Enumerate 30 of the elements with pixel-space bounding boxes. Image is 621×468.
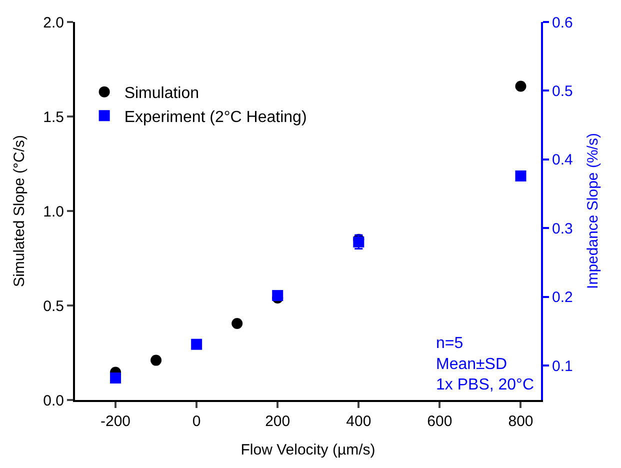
y2-tick-label: 0.5 bbox=[552, 82, 573, 100]
x-tick-label: 800 bbox=[508, 413, 534, 430]
x-axis-title: Flow Velocity (µm/s) bbox=[240, 442, 376, 458]
y-tick-label: 1.5 bbox=[43, 108, 64, 126]
y-tick-label: 0.5 bbox=[43, 298, 64, 315]
y2-tick-label: 0.4 bbox=[552, 152, 573, 169]
y2-tick-label: 0.3 bbox=[552, 220, 573, 238]
legend-label: Experiment (2°C Heating) bbox=[124, 108, 307, 126]
y-tick-label: 1.0 bbox=[43, 203, 64, 220]
point bbox=[191, 338, 202, 350]
x-tick-label: -200 bbox=[100, 413, 131, 430]
y2-tick-label: 0.1 bbox=[552, 358, 573, 375]
y-tick-label: 0.0 bbox=[43, 392, 64, 410]
y-tick-label: 2.0 bbox=[43, 14, 64, 32]
y2-axis-title: Impedance Slope (%/s) bbox=[584, 133, 602, 289]
point bbox=[353, 236, 364, 248]
y2-tick-label: 0.2 bbox=[552, 289, 573, 306]
point bbox=[150, 354, 162, 366]
point bbox=[110, 372, 122, 384]
x-tick-label: 600 bbox=[427, 413, 452, 430]
legend-label: Simulation bbox=[124, 85, 200, 102]
y-axis-title: Simulated Slope (°C/s) bbox=[10, 135, 28, 287]
point bbox=[515, 170, 526, 182]
point bbox=[232, 318, 243, 329]
y2-tick-label: 0.6 bbox=[552, 14, 573, 32]
annotation: n=5 Mean±SD 1x PBS, 20°C bbox=[436, 335, 534, 394]
x-tick-label: 200 bbox=[265, 413, 290, 430]
x-tick-label: 0 bbox=[192, 413, 201, 430]
point bbox=[515, 80, 526, 92]
x-tick-label: 400 bbox=[346, 413, 372, 430]
